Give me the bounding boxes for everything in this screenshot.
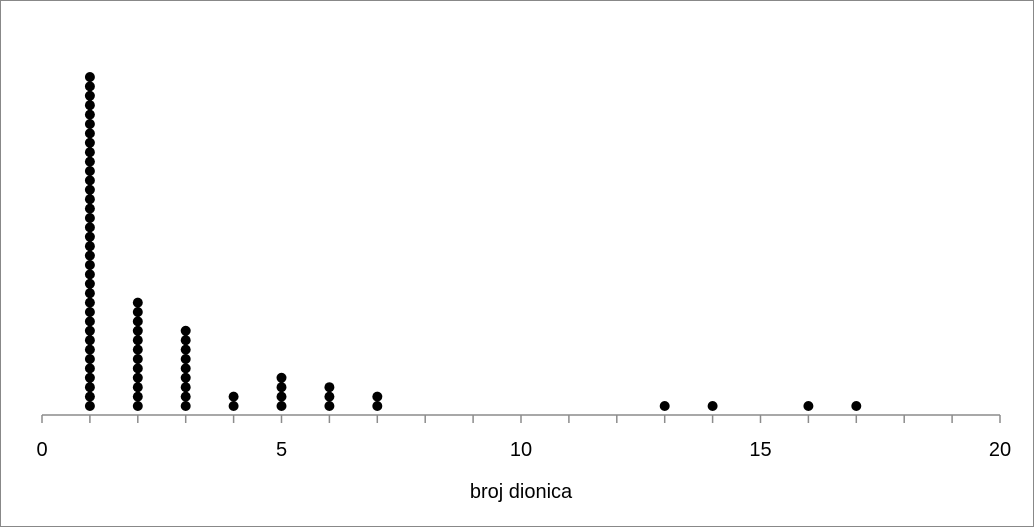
data-dot xyxy=(276,401,287,411)
data-dot xyxy=(84,100,95,111)
data-dot xyxy=(84,401,95,411)
data-dot xyxy=(180,401,191,411)
data-dot xyxy=(84,81,95,92)
data-dot xyxy=(84,316,95,327)
data-dot xyxy=(84,147,95,158)
data-dot xyxy=(132,316,143,327)
data-dot xyxy=(84,278,95,289)
x-axis-title: broj dionica xyxy=(470,481,573,503)
data-dot xyxy=(84,137,95,148)
data-dot xyxy=(707,401,718,411)
data-dot xyxy=(276,391,287,402)
data-dot xyxy=(84,213,95,223)
data-dot xyxy=(132,344,143,355)
data-dot xyxy=(180,363,191,374)
data-dot xyxy=(84,391,95,402)
data-dot xyxy=(324,391,335,402)
data-dot xyxy=(180,372,191,383)
data-dot xyxy=(84,109,95,120)
data-dot xyxy=(84,175,95,186)
data-dot xyxy=(180,382,191,393)
x-axis-ticks xyxy=(41,415,1001,423)
data-dot xyxy=(180,354,191,364)
data-dot xyxy=(180,344,191,355)
data-dot xyxy=(84,128,95,139)
data-dot xyxy=(180,325,191,336)
data-dot xyxy=(132,401,143,411)
data-dot xyxy=(84,119,95,129)
data-dot xyxy=(84,363,95,374)
data-dot xyxy=(324,401,335,411)
data-dot xyxy=(84,354,95,364)
data-dot xyxy=(84,307,95,317)
data-dot xyxy=(84,156,95,167)
data-dot xyxy=(84,382,95,393)
data-dot xyxy=(84,90,95,101)
data-dot xyxy=(84,269,95,280)
data-dot xyxy=(84,203,95,214)
data-dot xyxy=(84,72,95,82)
data-dot xyxy=(84,194,95,205)
data-dot xyxy=(84,372,95,383)
data-dot xyxy=(84,250,95,261)
data-dot xyxy=(276,382,287,393)
data-dot xyxy=(132,307,143,317)
dots-layer xyxy=(84,72,862,411)
data-dot xyxy=(84,325,95,336)
data-dot xyxy=(84,222,95,233)
data-dot xyxy=(372,401,383,411)
x-tick-label: 15 xyxy=(749,439,771,461)
x-tick-label: 5 xyxy=(276,439,287,461)
data-dot xyxy=(803,401,814,411)
data-dot xyxy=(659,401,670,411)
data-dot xyxy=(132,335,143,346)
data-dot xyxy=(84,344,95,355)
data-dot xyxy=(84,260,95,270)
data-dot xyxy=(132,382,143,393)
data-dot xyxy=(228,391,239,402)
data-dot xyxy=(324,382,335,393)
x-tick-label: 20 xyxy=(989,439,1011,461)
data-dot xyxy=(132,325,143,336)
data-dot xyxy=(228,401,239,411)
x-tick-label: 0 xyxy=(36,439,47,461)
data-dot xyxy=(180,335,191,346)
data-dot xyxy=(132,372,143,383)
data-dot xyxy=(84,297,95,308)
x-axis-tick-labels: 0 5 10 15 20 xyxy=(36,439,1011,461)
data-dot xyxy=(84,231,95,242)
data-dot xyxy=(84,288,95,299)
data-dot xyxy=(180,391,191,402)
data-dot xyxy=(84,335,95,346)
data-dot xyxy=(84,166,95,176)
data-dot xyxy=(276,372,287,383)
x-tick-label: 10 xyxy=(510,439,532,461)
data-dot xyxy=(132,297,143,308)
data-dot xyxy=(132,363,143,374)
data-dot xyxy=(132,391,143,402)
data-dot xyxy=(84,241,95,252)
data-dot xyxy=(132,354,143,364)
data-dot xyxy=(372,391,383,402)
data-dot xyxy=(84,184,95,195)
data-dot xyxy=(851,401,862,411)
